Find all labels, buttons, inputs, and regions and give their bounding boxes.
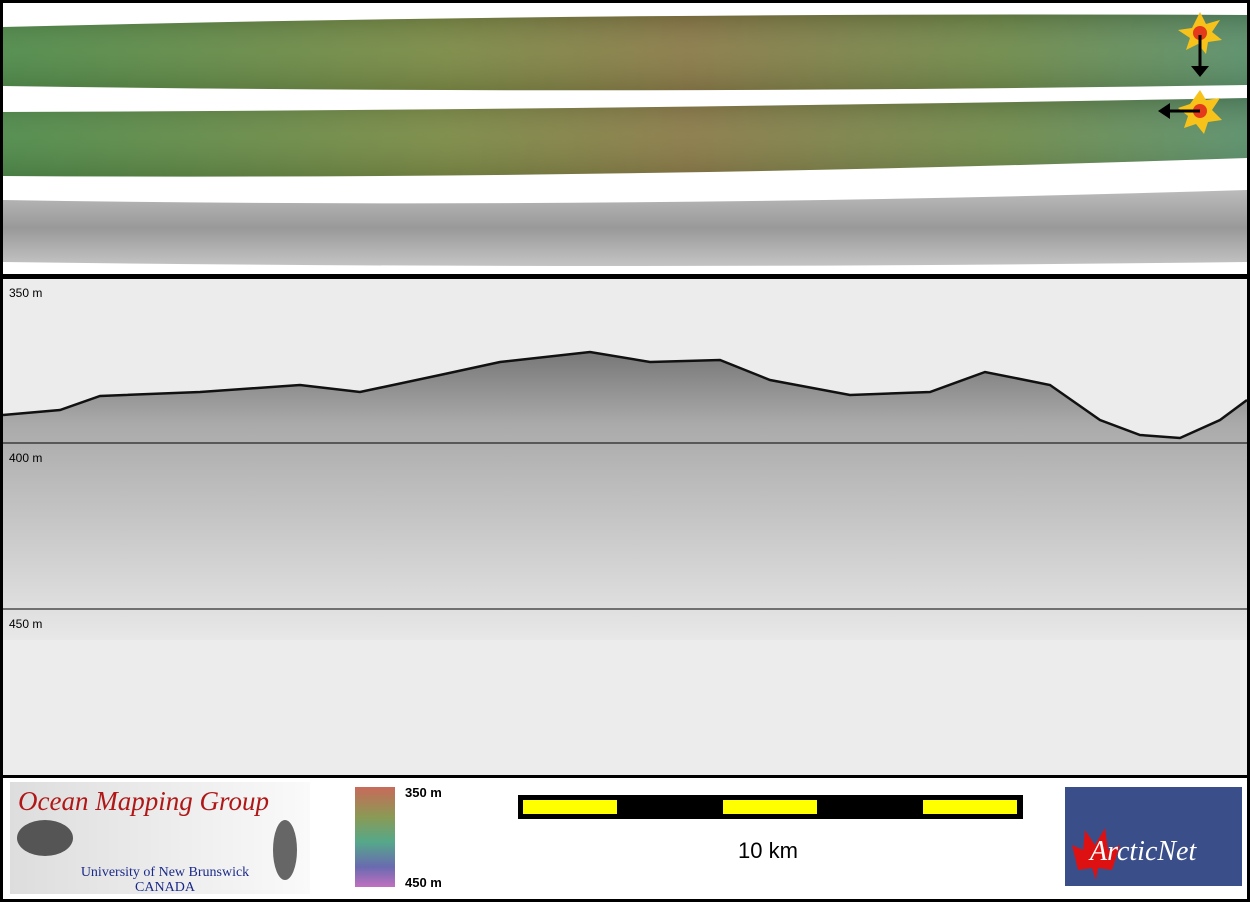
backscatter-swath (3, 190, 1247, 266)
scale-segment (523, 800, 617, 814)
scale-label: 10 km (738, 838, 798, 863)
colorbar (355, 787, 395, 887)
water-column (3, 640, 1247, 775)
colorbar-label: 350 m (405, 785, 442, 800)
swath-shading (3, 14, 1247, 91)
omg-country: CANADA (135, 880, 196, 895)
depth-label: 450 m (9, 617, 42, 631)
colorbar-label: 450 m (405, 875, 442, 890)
omg-university: University of New Brunswick (81, 865, 249, 880)
omg-title: Ocean Mapping Group (18, 786, 269, 816)
maple-leaf (1072, 828, 1120, 880)
depth-label: 350 m (9, 286, 42, 300)
swath-shading (3, 98, 1247, 177)
logo-graphic (273, 820, 297, 880)
arcticnet-text: ArcticNet (1088, 836, 1197, 867)
scale-segment (723, 800, 817, 814)
scale-segment (923, 800, 1017, 814)
seafloor (2, 350, 1248, 440)
sub-bottom (3, 352, 1247, 640)
sun-icon (1158, 12, 1222, 134)
logo-graphic (17, 820, 73, 856)
depth-label: 400 m (9, 451, 42, 465)
